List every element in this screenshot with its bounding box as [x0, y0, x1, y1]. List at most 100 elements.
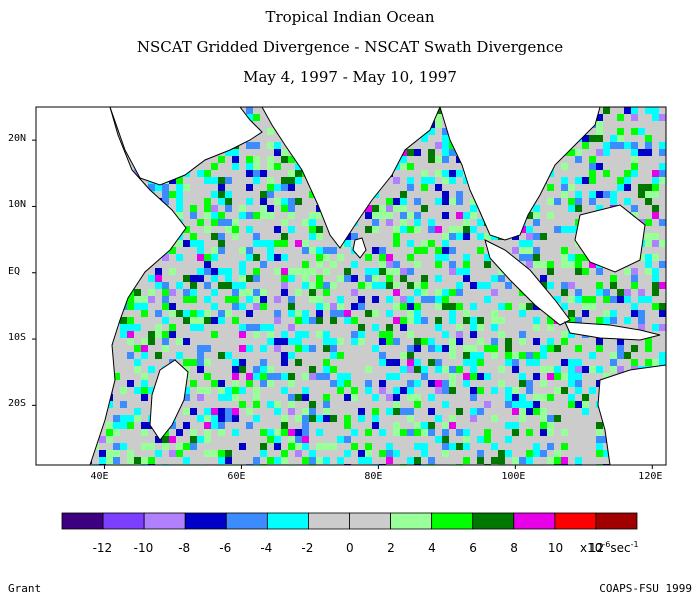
- field-cell: [568, 394, 575, 401]
- field-cell: [281, 142, 288, 149]
- field-cell: [456, 233, 463, 240]
- field-cell: [344, 352, 351, 359]
- field-cell: [372, 233, 379, 240]
- field-cell: [477, 275, 484, 282]
- field-cell: [519, 436, 526, 443]
- field-cell: [561, 436, 568, 443]
- field-cell: [281, 373, 288, 380]
- field-cell: [449, 170, 456, 177]
- field-cell: [246, 261, 253, 268]
- field-cell: [554, 275, 561, 282]
- field-cell: [477, 415, 484, 422]
- field-cell: [274, 401, 281, 408]
- field-cell: [659, 240, 666, 247]
- field-cell: [617, 177, 624, 184]
- field-cell: [316, 240, 323, 247]
- field-cell: [379, 359, 386, 366]
- field-cell: [176, 303, 183, 310]
- field-cell: [309, 289, 316, 296]
- field-cell: [288, 324, 295, 331]
- field-cell: [127, 296, 134, 303]
- field-cell: [176, 443, 183, 450]
- field-cell: [463, 429, 470, 436]
- field-cell: [421, 149, 428, 156]
- field-cell: [463, 450, 470, 457]
- field-cell: [372, 408, 379, 415]
- field-cell: [477, 345, 484, 352]
- field-cell: [295, 422, 302, 429]
- field-cell: [435, 205, 442, 212]
- field-cell: [582, 394, 589, 401]
- field-cell: [351, 303, 358, 310]
- field-cell: [659, 233, 666, 240]
- field-cell: [533, 247, 540, 254]
- field-cell: [211, 212, 218, 219]
- field-cell: [463, 345, 470, 352]
- field-cell: [393, 401, 400, 408]
- field-cell: [295, 317, 302, 324]
- field-cell: [344, 310, 351, 317]
- field-cell: [379, 443, 386, 450]
- field-cell: [659, 205, 666, 212]
- field-cell: [596, 457, 603, 464]
- field-cell: [113, 359, 120, 366]
- field-cell: [365, 345, 372, 352]
- field-cell: [253, 345, 260, 352]
- field-cell: [246, 408, 253, 415]
- field-cell: [155, 184, 162, 191]
- field-cell: [183, 240, 190, 247]
- field-cell: [239, 394, 246, 401]
- field-cell: [211, 443, 218, 450]
- field-cell: [589, 289, 596, 296]
- field-cell: [505, 436, 512, 443]
- field-cell: [316, 247, 323, 254]
- field-cell: [498, 268, 505, 275]
- field-cell: [295, 338, 302, 345]
- field-cell: [498, 338, 505, 345]
- field-cell: [386, 247, 393, 254]
- field-cell: [659, 247, 666, 254]
- field-cell: [617, 191, 624, 198]
- field-cell: [456, 352, 463, 359]
- field-cell: [659, 331, 666, 338]
- field-cell: [428, 450, 435, 457]
- field-cell: [344, 247, 351, 254]
- colorbar-tick-label: -6: [219, 541, 232, 555]
- field-cell: [351, 422, 358, 429]
- field-cell: [652, 170, 659, 177]
- field-cell: [337, 275, 344, 282]
- field-cell: [372, 212, 379, 219]
- field-cell: [288, 331, 295, 338]
- field-cell: [603, 114, 610, 121]
- field-cell: [400, 380, 407, 387]
- field-cell: [127, 429, 134, 436]
- field-cell: [617, 198, 624, 205]
- field-cell: [645, 135, 652, 142]
- field-cell: [407, 268, 414, 275]
- field-cell: [253, 170, 260, 177]
- field-cell: [456, 436, 463, 443]
- field-cell: [596, 310, 603, 317]
- field-cell: [141, 387, 148, 394]
- field-cell: [659, 177, 666, 184]
- field-cell: [218, 380, 225, 387]
- field-cell: [225, 359, 232, 366]
- field-cell: [211, 275, 218, 282]
- field-cell: [190, 170, 197, 177]
- field-cell: [288, 268, 295, 275]
- field-cell: [309, 457, 316, 464]
- field-cell: [568, 296, 575, 303]
- field-cell: [281, 149, 288, 156]
- field-cell: [239, 149, 246, 156]
- field-cell: [162, 345, 169, 352]
- field-cell: [491, 261, 498, 268]
- field-cell: [449, 450, 456, 457]
- field-cell: [232, 289, 239, 296]
- field-cell: [330, 429, 337, 436]
- field-cell: [134, 408, 141, 415]
- field-cell: [456, 422, 463, 429]
- field-cell: [540, 275, 547, 282]
- colorbar-tick-label: -12: [92, 541, 113, 555]
- field-cell: [414, 380, 421, 387]
- field-cell: [302, 198, 309, 205]
